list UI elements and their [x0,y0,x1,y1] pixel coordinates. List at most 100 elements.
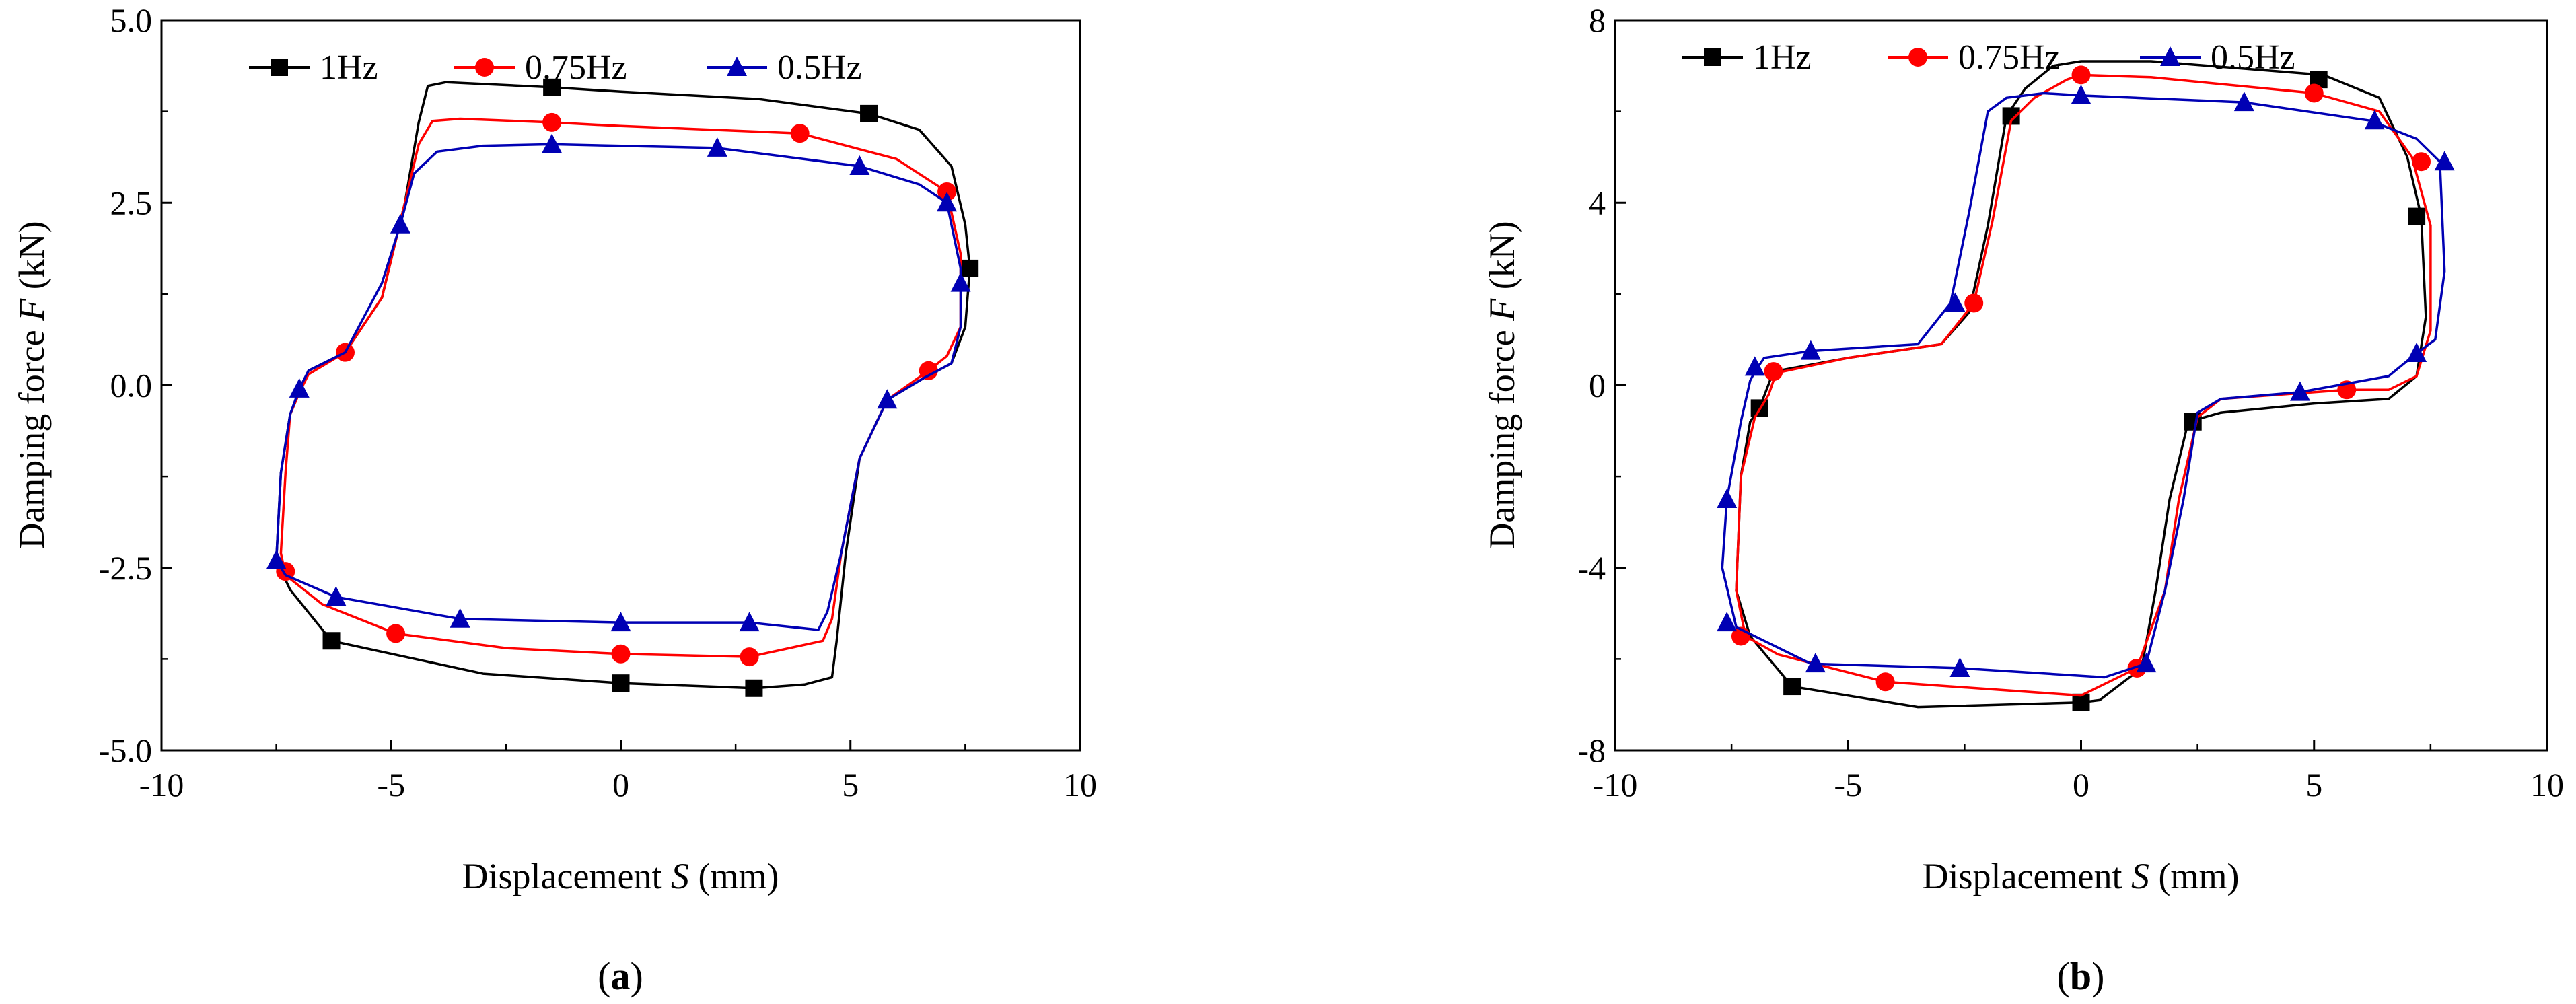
data-point-075hz [1964,293,1984,313]
series-line-1hz [275,81,971,690]
data-point-05hz [2406,343,2427,363]
legend-marker-075hz [1908,48,1927,67]
data-point-1hz [543,78,561,96]
legend-a: 1Hz 0.75Hz 0.5Hz [249,48,862,87]
y-tick-label: -5.0 [99,731,152,769]
data-point-075hz [790,124,810,143]
x-tick-label: -5 [1834,766,1862,803]
data-point-05hz [450,608,470,628]
series-layer-b [1717,60,2455,711]
data-point-05hz [1805,653,1826,673]
x-tick-label: 5 [842,766,859,803]
data-point-05hz [390,213,410,234]
data-point-05hz [2233,92,2254,112]
data-point-1hz [2408,207,2426,225]
data-point-05hz [326,586,347,606]
data-point-05hz [1744,356,1765,376]
legend-label-1hz: 1Hz [320,48,378,87]
y-tick-label: 4 [1589,184,1606,221]
data-point-1hz [322,632,341,650]
data-point-05hz [2289,381,2310,401]
legend-marker-1hz [271,59,288,76]
x-axis-ticks-a: -10 -5 0 5 10 [139,740,1097,803]
data-point-075hz [2304,83,2324,103]
data-point-1hz [745,679,763,697]
data-point-075hz [386,624,406,643]
y-axis-ticks-b: -8 -4 0 4 8 [1577,1,1626,769]
data-point-05hz [542,133,563,153]
data-point-05hz [1717,612,1738,632]
data-point-05hz [289,378,310,398]
series-line-075hz [279,117,962,658]
y-axis-label-b: Damping force F (kN) [1482,221,1522,548]
legend-label-1hz: 1Hz [1753,38,1812,77]
x-axis-label-a: Displacement S (mm) [462,856,779,896]
y-axis-ticks-a: -5.0 -2.5 0.0 2.5 5.0 [99,1,172,769]
data-point-1hz [1783,678,1801,696]
x-tick-label: 0 [612,766,629,803]
data-point-05hz [877,389,898,409]
data-point-075hz [937,182,957,201]
series-line-075hz [1735,73,2432,697]
y-tick-label: -8 [1577,731,1606,769]
data-point-05hz [937,192,958,212]
x-tick-label: -10 [1593,766,1638,803]
data-point-05hz [707,137,727,157]
data-point-075hz [2071,65,2091,85]
data-point-1hz [612,674,630,692]
data-point-05hz [1717,489,1738,509]
y-tick-label: 0.0 [110,367,153,404]
legend-marker-05hz [2160,46,2180,66]
legend-b: 1Hz 0.75Hz 0.5Hz [1682,38,2295,77]
x-tick-label: 10 [1063,766,1097,803]
legend-label-075hz: 0.75Hz [1958,38,2061,77]
series-layer-a [266,78,979,697]
data-point-075hz [1875,672,1895,692]
data-point-075hz [1764,362,1783,382]
legend-label-05hz: 0.5Hz [2211,38,2295,77]
data-point-075hz [740,647,759,667]
legend-label-075hz: 0.75Hz [525,48,627,87]
caption-a: (a) [598,954,643,998]
data-point-075hz [611,644,631,664]
x-tick-label: -5 [377,766,405,803]
data-point-05hz [610,612,631,632]
data-point-05hz [266,549,287,569]
data-point-05hz [950,272,971,292]
data-point-05hz [2364,110,2385,130]
y-tick-label: 5.0 [110,1,153,39]
y-axis-label-a: Damping force F (kN) [11,221,52,548]
series-line-05hz [1721,92,2446,679]
data-point-075hz [542,112,562,132]
data-point-05hz [2136,653,2157,673]
data-point-05hz [739,612,760,632]
legend-marker-075hz [475,58,494,77]
y-tick-label: -2.5 [99,549,152,587]
series-line-1hz [1735,60,2427,709]
legend-marker-05hz [727,57,747,76]
legend-label-05hz: 0.5Hz [777,48,862,87]
data-point-05hz [849,155,870,175]
y-tick-label: 0 [1589,367,1606,404]
series-line-05hz [275,143,962,631]
data-point-1hz [860,104,878,122]
x-tick-label: 10 [2530,766,2564,803]
data-point-1hz [961,259,979,277]
y-tick-label: -4 [1577,549,1606,587]
caption-b: (b) [2057,954,2105,998]
y-tick-label: 2.5 [110,184,153,221]
data-point-05hz [1945,292,1966,312]
panel-b: -8 -4 0 4 8 -10 -5 0 5 10 1Hz 0.75Hz 0.5Hz Displac… [1482,1,2564,998]
panel-a: -5.0 -2.5 0.0 2.5 5.0 -10 -5 0 5 10 1Hz 0.75Hz 0.5… [11,1,1097,998]
x-tick-label: 5 [2305,766,2322,803]
legend-marker-1hz [1704,48,1721,66]
data-point-05hz [1800,340,1821,360]
data-point-05hz [1949,657,1970,677]
x-tick-label: 0 [2073,766,2089,803]
y-tick-label: 8 [1589,1,1606,39]
x-tick-label: -10 [139,766,184,803]
data-point-075hz [2412,152,2431,172]
data-point-075hz [919,361,938,380]
data-point-05hz [2434,151,2455,171]
